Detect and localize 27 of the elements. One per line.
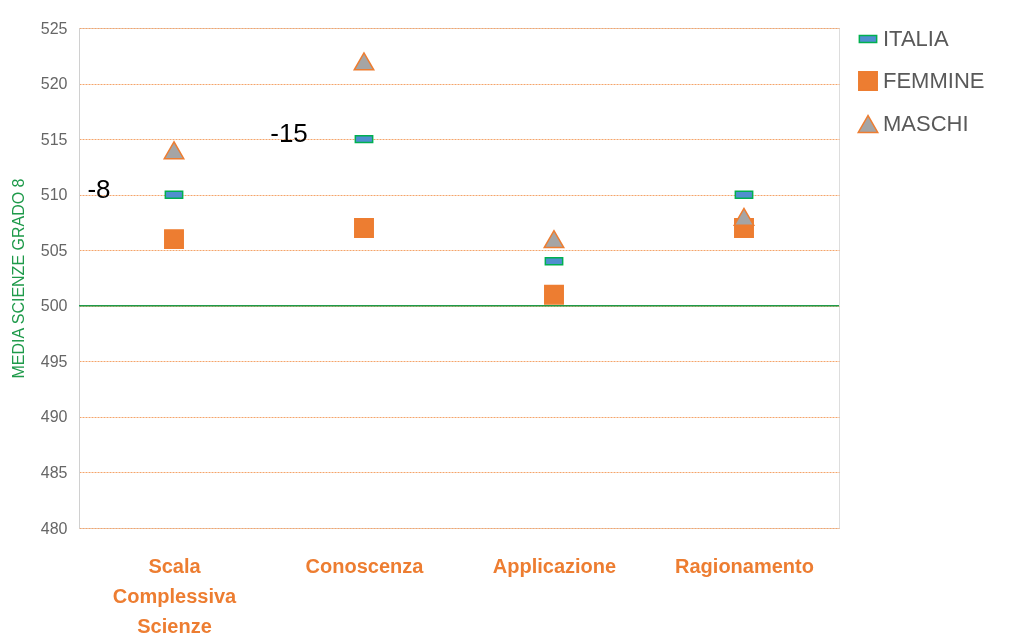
annotation: -15 <box>270 118 308 149</box>
legend-label: ITALIA <box>883 26 949 51</box>
y-tick-label: 495 <box>40 352 68 370</box>
x-tick-label: Applicazione <box>492 554 617 577</box>
x-tick-label: Conoscenza <box>305 554 425 577</box>
annotation: -8 <box>87 173 111 204</box>
y-tick-label: 515 <box>40 130 68 148</box>
y-tick-label: 500 <box>40 297 68 315</box>
y-tick-label: 485 <box>40 463 68 481</box>
x-tick-label: Scala Complessiva Scienze <box>112 554 238 637</box>
y-axis-title: MEDIA SCIENZE GRADO 8 <box>9 178 27 379</box>
y-tick-label: 525 <box>40 19 68 37</box>
point <box>353 52 375 71</box>
point <box>164 229 184 250</box>
point <box>544 284 564 305</box>
point <box>163 141 185 160</box>
y-tick-label: 510 <box>40 186 68 204</box>
y-tick-label: 520 <box>40 75 68 93</box>
point <box>543 229 565 249</box>
y-tick-label: 480 <box>40 519 68 537</box>
y-tick-label: 490 <box>40 408 68 426</box>
y-tick-label: 505 <box>40 241 68 259</box>
point <box>354 218 374 238</box>
x-tick-label: Ragionamento <box>675 554 814 577</box>
point <box>733 207 755 227</box>
legend-label: MASCHI <box>883 111 969 136</box>
legend-label: FEMMINE <box>883 68 985 93</box>
